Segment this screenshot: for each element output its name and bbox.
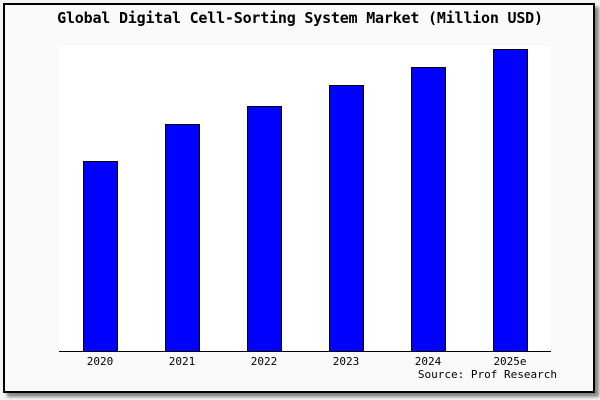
bar-2024 [410,67,446,351]
bar-2020 [82,161,118,351]
bar-slot-2024 [387,46,469,351]
bar-2023 [328,85,364,351]
x-tick-label-2021: 2021 [168,355,196,368]
bars-container [59,46,551,351]
bar-slot-2020 [59,46,141,351]
source-annotation: Source: Prof Research [417,368,557,381]
bar-slot-2021 [141,46,223,351]
plot-area [59,46,551,352]
bar-2025e [492,49,528,351]
bar-slot-2025e [469,46,551,351]
chart-title: Global Digital Cell-Sorting System Marke… [57,9,543,27]
x-tick-label-2022: 2022 [250,355,278,368]
x-tick-label-2020: 2020 [86,355,114,368]
bar-2021 [164,124,200,351]
x-axis-tick-labels: 2020 2021 2022 2023 2024 2025e [59,355,551,368]
x-tick-label-2025e: 2025e [493,355,527,368]
x-tick-label-2023: 2023 [332,355,360,368]
bar-slot-2022 [223,46,305,351]
bar-2022 [246,106,282,351]
bar-slot-2023 [305,46,387,351]
x-tick-label-2024: 2024 [414,355,442,368]
